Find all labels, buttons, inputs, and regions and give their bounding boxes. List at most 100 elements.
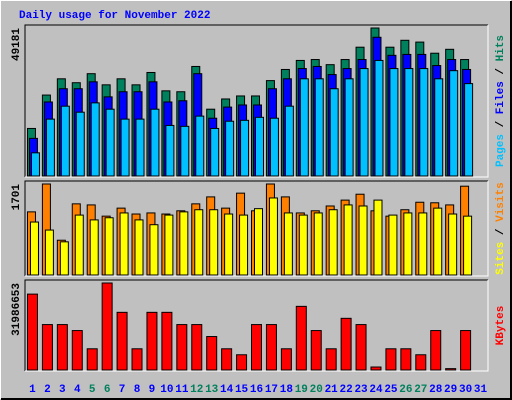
bar [135, 118, 145, 177]
x-tick-label: 24 [369, 384, 383, 396]
bar [370, 366, 382, 371]
bar [74, 214, 84, 276]
x-tick-label: 29 [444, 384, 457, 396]
bar [374, 59, 384, 177]
bar [191, 324, 203, 371]
legend-entry: KBytes [495, 306, 507, 346]
x-tick-label: 9 [149, 384, 156, 396]
panel-bevel-light [25, 280, 489, 372]
bar [149, 224, 159, 276]
panel-bevel-dark [24, 279, 488, 371]
bar [400, 348, 412, 371]
bar [355, 324, 367, 371]
bar [255, 116, 264, 177]
bar [176, 324, 188, 371]
legend-entry: Pages [495, 134, 507, 167]
legend: Sites / Visits [495, 182, 507, 274]
bar [460, 330, 472, 371]
bar [310, 330, 322, 371]
x-tick-label: 16 [250, 384, 263, 396]
bar [60, 105, 70, 177]
bar [265, 324, 277, 371]
bar [29, 221, 39, 276]
bar [236, 354, 248, 371]
bar [418, 212, 428, 276]
bar [433, 207, 443, 276]
bar [328, 209, 338, 276]
bar [359, 68, 369, 177]
bar [403, 212, 413, 276]
x-tick-label: 10 [160, 384, 173, 396]
x-tick-label: 18 [280, 384, 294, 396]
bar [299, 78, 309, 177]
x-tick-label: 5 [89, 384, 96, 396]
x-tick-label: 7 [119, 384, 126, 396]
bar [210, 127, 220, 177]
bar [116, 311, 128, 371]
bar [344, 78, 354, 177]
bar [134, 219, 144, 276]
bar [445, 368, 457, 371]
x-tick-label: 13 [205, 384, 219, 396]
bar [419, 68, 429, 177]
bar [206, 336, 218, 371]
legend-separator: / [495, 61, 507, 81]
x-tick-label: 27 [414, 384, 427, 396]
bar [45, 118, 55, 177]
bar [224, 213, 234, 276]
bar [26, 293, 38, 371]
x-tick-label: 2 [44, 384, 51, 396]
bar [89, 219, 99, 276]
bar [343, 204, 353, 276]
bar [161, 311, 173, 371]
legend: Pages / Files / Hits [495, 35, 507, 167]
bar [254, 208, 263, 276]
bar [388, 214, 398, 276]
bar [284, 105, 294, 177]
bar [120, 118, 130, 177]
bar [56, 324, 68, 371]
x-tick-label: 20 [310, 384, 323, 396]
bar [131, 348, 143, 371]
x-tick-label: 12 [190, 384, 203, 396]
bar [464, 83, 474, 177]
bar [180, 125, 190, 177]
legend: KBytes [495, 306, 507, 346]
panel-bevel-dark [24, 24, 488, 177]
bar [146, 311, 158, 371]
bar [150, 108, 160, 177]
bar [449, 70, 459, 177]
y-tick-label: 49181 [11, 28, 23, 61]
bar [240, 119, 250, 177]
bar [280, 348, 292, 371]
x-tick-label: 26 [399, 384, 412, 396]
bar [463, 215, 473, 276]
bar [430, 330, 442, 371]
x-tick-label: 23 [354, 384, 368, 396]
bar [404, 68, 414, 177]
chart-title: Daily usage for November 2022 [19, 10, 210, 22]
bar [101, 282, 113, 371]
y-tick-label: 1701 [11, 184, 23, 211]
x-tick-label: 1 [29, 384, 36, 396]
bar [239, 214, 249, 276]
x-tick-label: 3 [59, 384, 66, 396]
bar [325, 348, 337, 371]
bar [448, 213, 458, 276]
y-tick-label: 31986653 [11, 283, 23, 336]
bar [314, 78, 324, 177]
x-tick-label: 8 [134, 384, 141, 396]
bar [195, 115, 205, 177]
panel-bevel-dark [24, 180, 488, 276]
bar [373, 199, 383, 276]
bar [30, 152, 40, 177]
bar [269, 117, 279, 177]
bar [179, 211, 189, 276]
bar [105, 108, 115, 177]
x-tick-label: 6 [104, 384, 111, 396]
bar [434, 78, 444, 177]
bar [164, 214, 174, 276]
bar [389, 68, 399, 177]
x-tick-label: 15 [235, 384, 249, 396]
